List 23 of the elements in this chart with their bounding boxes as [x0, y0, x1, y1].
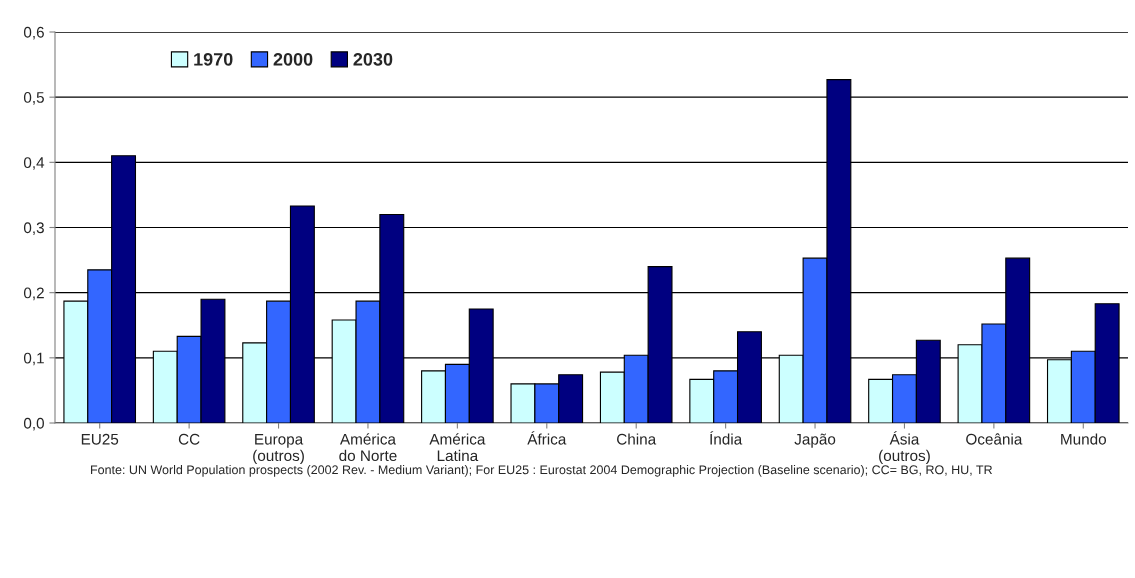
y-tick-label: 0,0 — [23, 417, 44, 431]
x-tick-label: Ásia (outros) — [879, 431, 930, 465]
y-tick-label: 0,3 — [23, 222, 44, 235]
x-tick-label: América do Norte — [339, 433, 397, 462]
y-tick-label: 0,2 — [23, 287, 44, 301]
x-tick-label: África — [527, 431, 567, 445]
y-tick-label: 0,5 — [23, 92, 44, 105]
legend-label: 1970 — [194, 52, 233, 66]
x-tick-label: EU25 — [81, 433, 119, 445]
x-tick-label: Mundo — [1061, 433, 1107, 445]
legend-label: 2030 — [353, 52, 393, 66]
x-tick-label: Oceânia — [966, 433, 1023, 445]
x-tick-label: Japão — [794, 433, 836, 448]
y-tick-label: 0,1 — [23, 352, 44, 366]
x-tick-label: Índia — [710, 431, 743, 445]
x-tick-label: China — [617, 433, 657, 445]
x-tick-label: CC — [178, 433, 200, 445]
x-tick-label: América Latina — [429, 433, 486, 462]
x-tick-label: Europa (outros) — [253, 433, 304, 465]
legend-label: 2000 — [273, 52, 313, 66]
y-tick-label: 0,4 — [23, 157, 45, 170]
source-note: Fonte: UN World Population prospects (2002 Rev. - Medium Variant); For EU25 : Eurostat 2004 Demographic Projection (Baseline scenario); CC= BG, RO, HU, TR — [91, 465, 993, 477]
y-tick-label: 0,6 — [23, 26, 44, 40]
